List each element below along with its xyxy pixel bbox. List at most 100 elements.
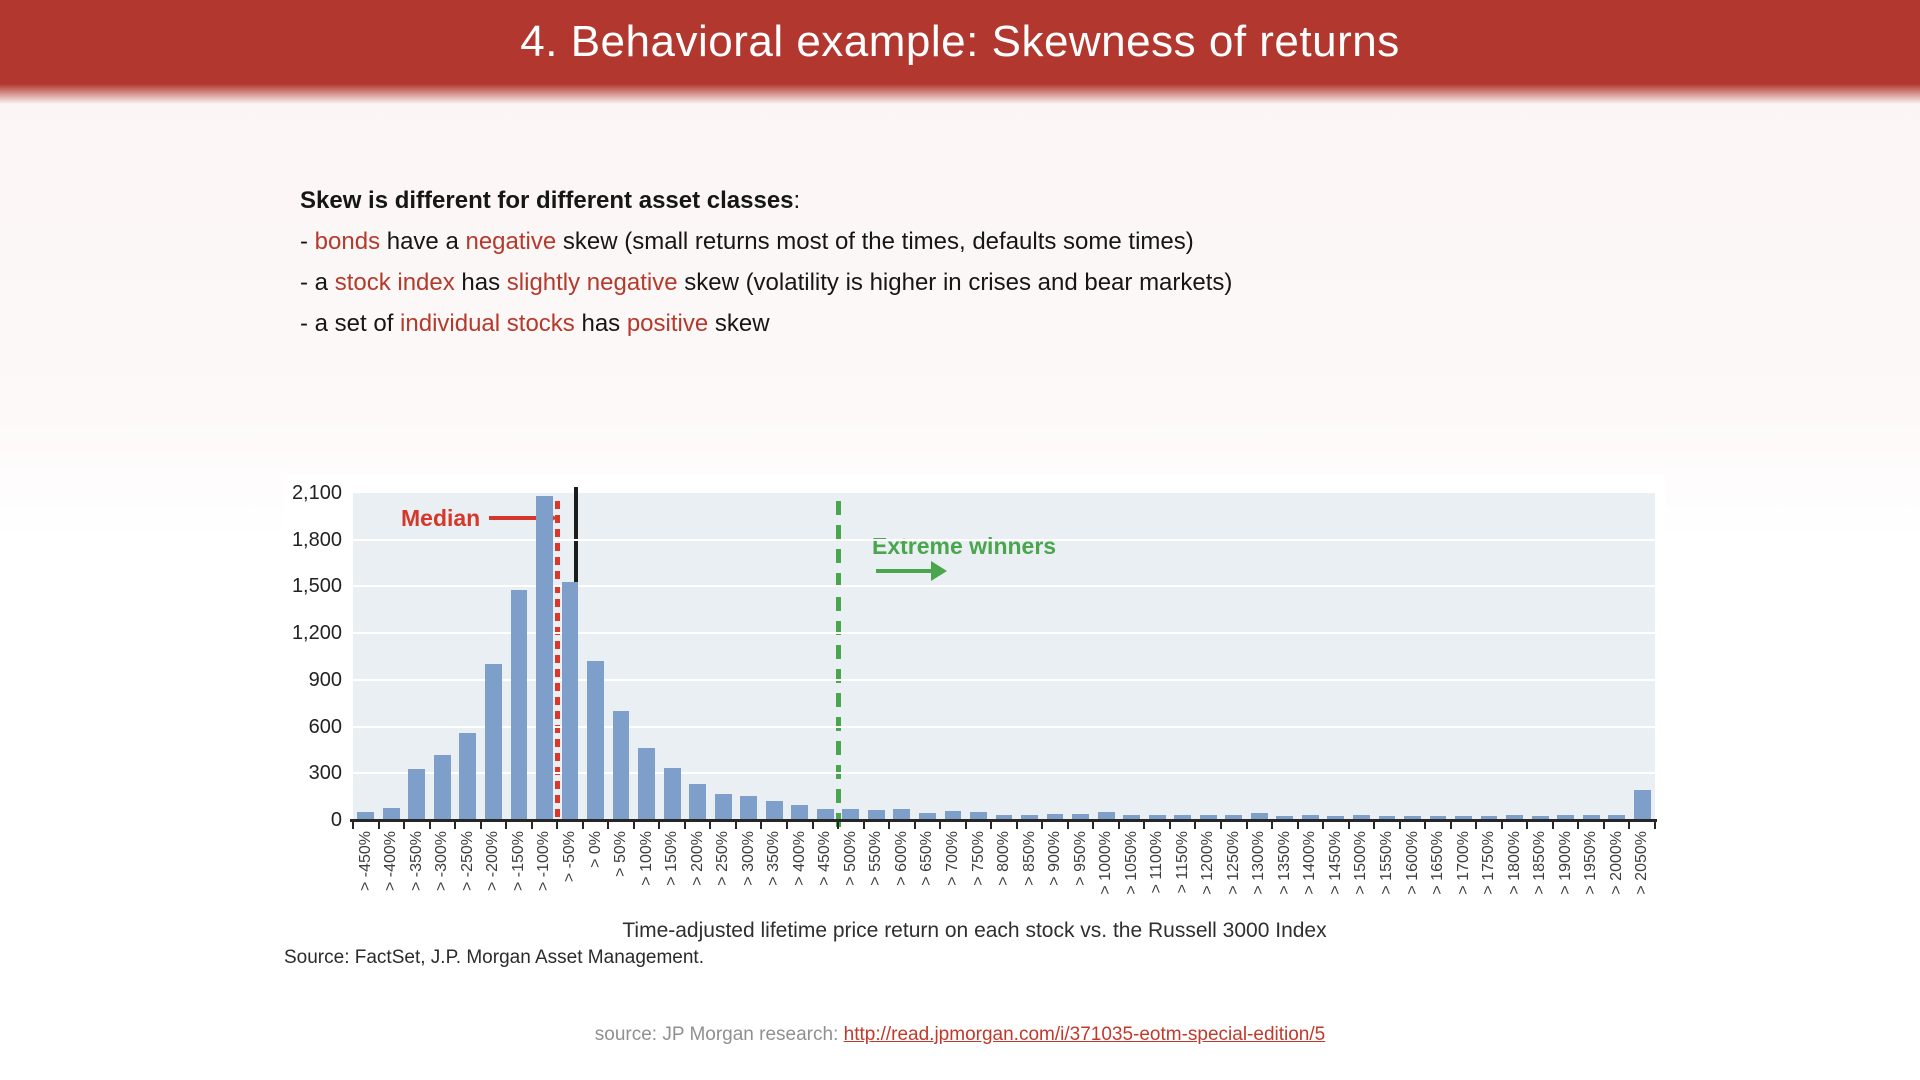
x-axis-tick — [377, 822, 380, 829]
body-text-segment: skew — [708, 310, 770, 337]
returns-histogram-chart: Median Extreme winners > -450% > -400% > -… — [284, 475, 1665, 968]
x-axis-tick — [1654, 822, 1656, 829]
x-axis-tick-label: > 0% — [586, 831, 604, 868]
x-axis-label-cell: > 1150% — [1170, 831, 1196, 923]
gridline — [353, 538, 1655, 541]
histogram-bar — [1199, 815, 1217, 820]
x-axis-tick — [1322, 822, 1325, 829]
histogram-bar — [867, 809, 885, 820]
x-axis-tick-label: > 350% — [765, 831, 783, 886]
x-axis-label-cell: > 350% — [762, 831, 788, 923]
x-axis-tick — [1424, 822, 1427, 829]
footer-source-link[interactable]: http://read.jpmorgan.com/i/371035-eotm-s… — [843, 1024, 1326, 1045]
x-axis-label-cell: > 1500% — [1349, 831, 1375, 923]
x-axis-tick — [1092, 822, 1095, 829]
x-axis-tick-label: > 1250% — [1224, 831, 1242, 895]
y-axis-tick-label: 300 — [308, 762, 342, 785]
highlighted-term: stock index — [334, 269, 455, 296]
extreme-winners-dashed-line — [836, 501, 842, 834]
x-axis-tick-label: > 1200% — [1199, 831, 1217, 895]
x-axis-tick — [837, 822, 840, 829]
x-axis-tick — [862, 822, 865, 829]
histogram-bar — [918, 813, 936, 820]
body-text-segment: - a set of — [300, 310, 401, 337]
x-axis-tick — [1475, 822, 1478, 829]
histogram-bar — [1633, 790, 1651, 820]
x-axis-label-cell: > 600% — [889, 831, 915, 923]
x-axis-tick-label: > 600% — [892, 831, 910, 886]
histogram-bar — [1531, 816, 1549, 820]
x-axis-tick — [581, 822, 584, 829]
x-axis-tick-label: > -50% — [561, 831, 579, 883]
x-axis-tick-label: > 1550% — [1378, 831, 1396, 895]
body-text-segment: skew (small returns most of the times, d… — [556, 228, 1194, 255]
highlighted-term: positive — [626, 310, 709, 337]
y-axis-tick-label: 1,500 — [291, 575, 342, 598]
x-axis-tick-label: > 1500% — [1352, 831, 1370, 895]
x-axis-label-cell: > 700% — [940, 831, 966, 923]
footer-source-prefix: source: JP Morgan research: — [594, 1024, 844, 1045]
histogram-bar — [1327, 816, 1345, 820]
histogram-bar — [816, 809, 834, 820]
x-axis-tick-label: > 950% — [1071, 831, 1089, 886]
x-axis-label-cell: > -200% — [481, 831, 507, 923]
x-axis-label-cell: > 1100% — [1144, 831, 1170, 923]
histogram-bar — [970, 812, 987, 820]
x-axis-tick-label: > 1800% — [1505, 831, 1523, 895]
x-axis-tick-label: > 1050% — [1122, 831, 1140, 895]
y-axis-tick-label: 0 — [330, 809, 342, 831]
x-axis-label-cell: > 550% — [864, 831, 890, 923]
x-axis-label-cell: > 1850% — [1527, 831, 1553, 923]
histogram-bar — [459, 732, 477, 820]
histogram-bar — [587, 661, 604, 820]
x-axis-tick — [786, 822, 788, 829]
histogram-bar — [638, 747, 655, 820]
histogram-bar — [484, 664, 502, 820]
gridline — [353, 678, 1655, 681]
x-axis-label-cell: > 1700% — [1451, 831, 1477, 923]
x-axis-label-cell: > -300% — [430, 831, 456, 923]
body-text-segment: has — [454, 269, 507, 296]
x-axis-tick — [760, 822, 763, 829]
x-axis-tick-label: > 1900% — [1556, 831, 1574, 895]
body-text-segment: skew (volatility is higher in crises and… — [677, 269, 1233, 296]
histogram-bar — [944, 811, 962, 820]
x-axis-label-cell: > 850% — [1017, 831, 1043, 923]
x-axis-tick — [1271, 822, 1274, 829]
x-axis-tick-label: > -250% — [458, 831, 476, 892]
x-axis-label-cell: > -250% — [455, 831, 481, 923]
x-axis-tick — [479, 822, 482, 829]
histogram-bar — [1174, 814, 1192, 820]
x-axis-tick — [454, 822, 457, 829]
x-axis-label-cell: > 300% — [736, 831, 762, 923]
x-axis-label-cell: > 200% — [685, 831, 711, 923]
x-axis-label-cell: > 1900% — [1553, 831, 1579, 923]
x-axis-label-cell: > 2050% — [1630, 831, 1656, 923]
x-axis-tick — [1602, 822, 1605, 829]
x-axis-tick-label: > -450% — [356, 831, 374, 892]
x-axis-tick — [1551, 822, 1554, 829]
x-axis-tick-label: > 150% — [663, 831, 681, 886]
x-axis-tick-label: > 2050% — [1633, 831, 1651, 895]
median-dotted-line — [555, 501, 561, 820]
x-axis-tick — [658, 822, 661, 829]
x-axis-tick — [403, 822, 406, 829]
x-axis-tick-label: > -400% — [382, 831, 400, 892]
histogram-bar — [1608, 815, 1626, 820]
x-axis-tick-label: > 650% — [918, 831, 936, 886]
histogram-bar — [433, 754, 451, 820]
extreme-winners-arrow — [876, 569, 931, 573]
x-axis-label-cell: > 450% — [813, 831, 839, 923]
x-axis-tick — [1168, 822, 1171, 829]
x-axis-label-cell: > 950% — [1068, 831, 1094, 923]
x-axis-label-cell: > 150% — [659, 831, 685, 923]
x-axis-tick — [709, 822, 712, 829]
x-axis-tick-label: > 1300% — [1250, 831, 1268, 895]
x-axis-tick — [1143, 822, 1146, 829]
histogram-bar — [1404, 816, 1421, 820]
histogram-bar — [1225, 814, 1243, 820]
y-axis-tick-label: 1,800 — [291, 528, 342, 551]
histogram-bar — [1123, 814, 1141, 820]
body-text-line: - bonds have a negative skew (small retu… — [300, 221, 1232, 262]
histogram-bar — [1506, 815, 1523, 820]
